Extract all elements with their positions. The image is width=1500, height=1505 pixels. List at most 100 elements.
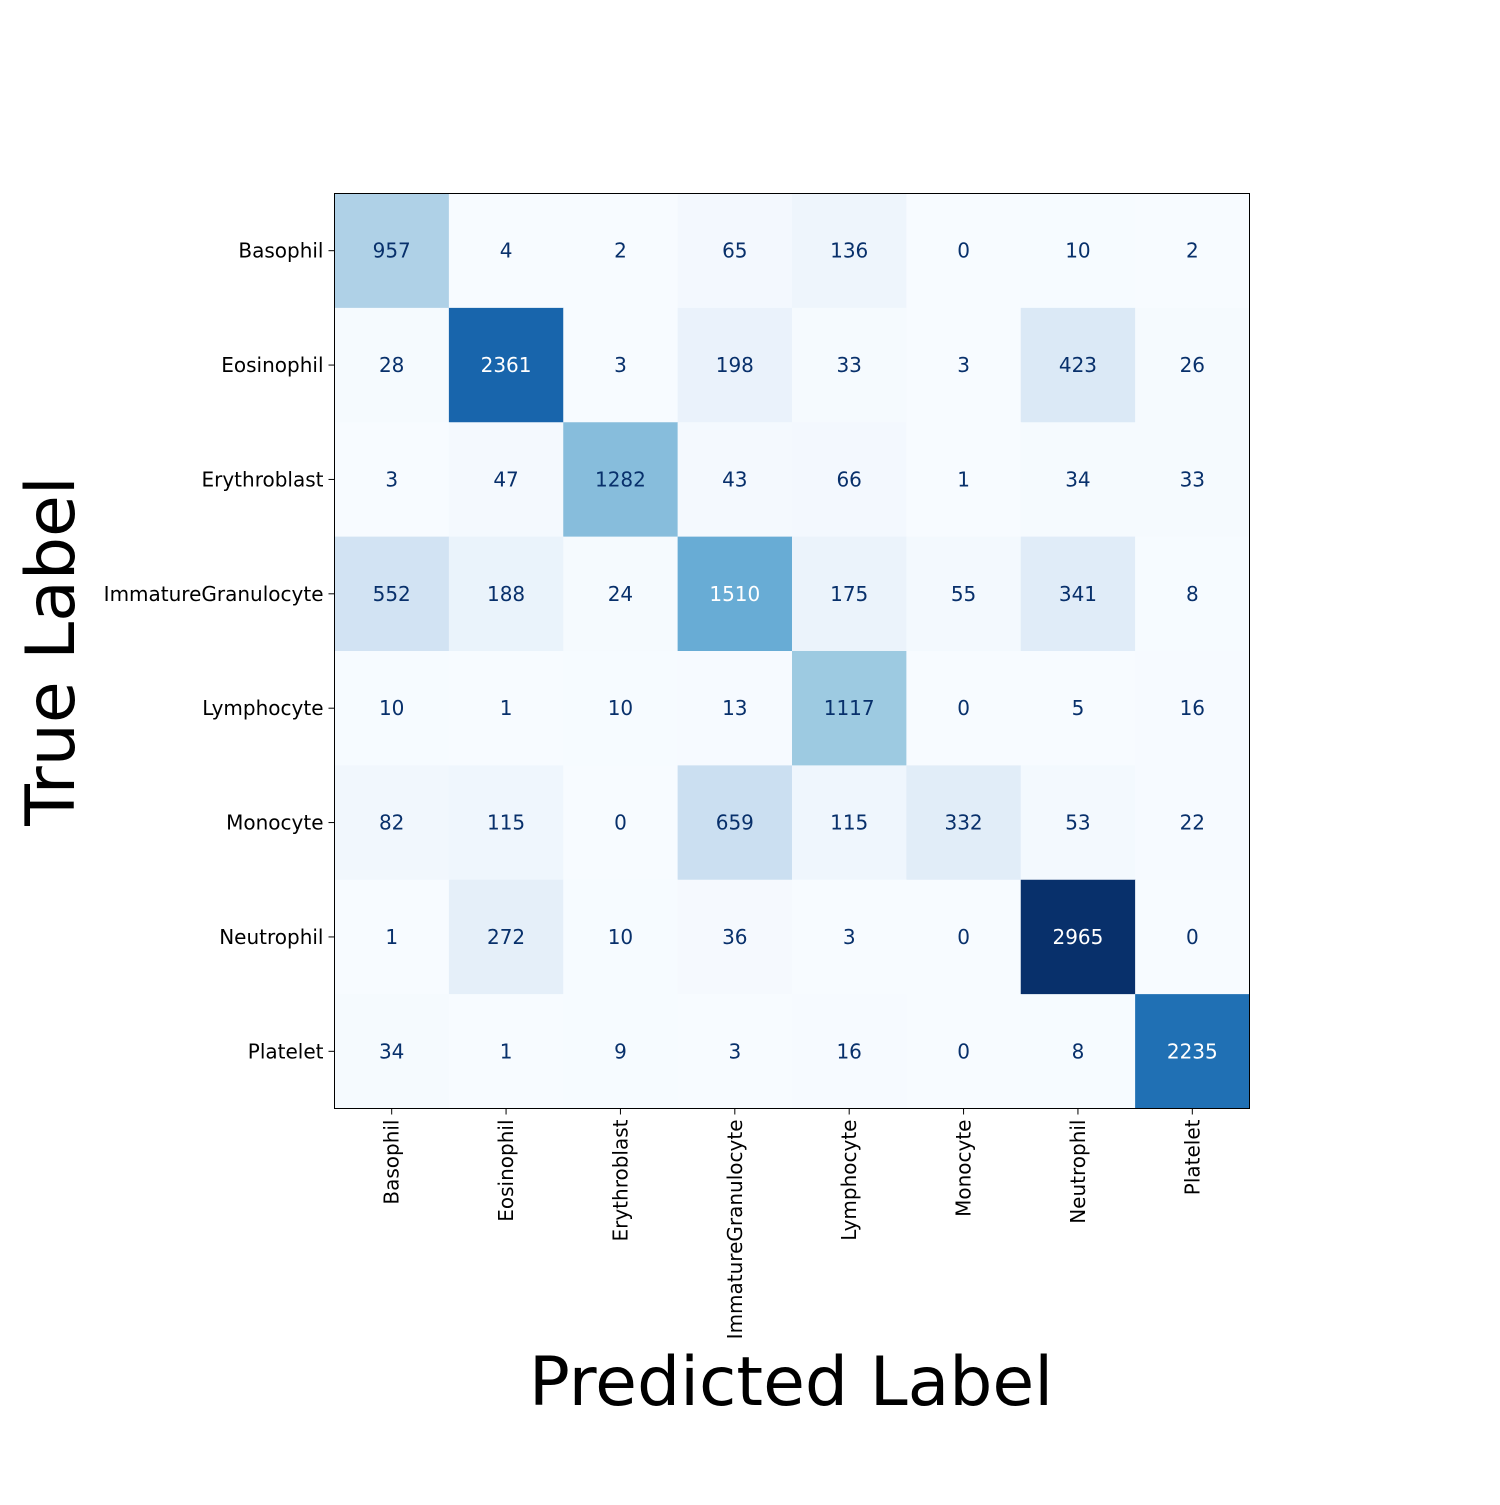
cell-value-label: 10 [608, 696, 633, 720]
heatmap-cell [448, 422, 564, 538]
cell-value-label: 82 [379, 811, 404, 835]
cell-value-label: 1 [385, 925, 398, 949]
heatmap-cell [563, 422, 679, 538]
heatmap-cell [1020, 651, 1136, 766]
heatmap-cell [448, 536, 564, 652]
heatmap-cell [1020, 879, 1136, 995]
cell-value-label: 1 [957, 467, 970, 491]
cell-value-label: 2 [1186, 239, 1199, 263]
cell-value-label: 332 [944, 811, 982, 835]
heatmap-cell [792, 765, 907, 881]
cell-value-label: 66 [836, 467, 861, 491]
cell-value-label: 2361 [481, 353, 532, 377]
heatmap-cell [677, 307, 793, 423]
cell-value-label: 0 [1186, 925, 1199, 949]
heatmap-cell [1135, 651, 1250, 766]
cell-value-label: 341 [1059, 582, 1097, 606]
y-tick-label: Eosinophil [221, 353, 323, 377]
heatmap-cell [1020, 193, 1136, 309]
heatmap-cell [448, 879, 564, 995]
cell-value-label: 198 [716, 353, 754, 377]
heatmap-cell [334, 536, 450, 652]
heatmap-cell [792, 536, 907, 652]
cell-value-label: 1117 [824, 696, 875, 720]
cell-value-label: 3 [728, 1039, 741, 1063]
x-axis-ticks: Basophil Eosinophil Erythroblast ImmatureGr… [380, 1108, 1204, 1340]
cell-value-label: 33 [1180, 467, 1205, 491]
cell-value-label: 36 [722, 925, 747, 949]
cell-value-label: 3 [843, 925, 856, 949]
x-tick-label: Erythroblast [608, 1119, 632, 1241]
heatmap-cell [792, 879, 907, 995]
heatmap-cell [448, 307, 564, 423]
x-tick-label: Neutrophil [1066, 1120, 1090, 1224]
heatmap-cell [677, 765, 793, 881]
cell-value-label: 1510 [709, 582, 760, 606]
cell-value-label: 3 [614, 353, 627, 377]
cell-value-label: 0 [957, 239, 970, 263]
heatmap-cell [792, 651, 907, 766]
heatmap-cell [906, 422, 1022, 538]
cell-value-label: 115 [487, 811, 525, 835]
heatmap-cell [1135, 422, 1250, 538]
x-tick-label: ImmatureGranulocyte [723, 1120, 747, 1340]
heatmap-cell [792, 193, 907, 309]
cell-value-label: 34 [1065, 467, 1090, 491]
heatmap-cell [448, 193, 564, 309]
cell-value-label: 1 [500, 696, 513, 720]
heatmap-cell [906, 765, 1022, 881]
heatmap-cell [334, 193, 450, 309]
heatmap-cell [906, 193, 1022, 309]
heatmap-cell [334, 879, 450, 995]
heatmap-cell [1020, 307, 1136, 423]
heatmap-cell [334, 765, 450, 881]
heatmap-cell [1020, 536, 1136, 652]
cell-value-label: 33 [836, 353, 861, 377]
cell-value-label: 0 [957, 925, 970, 949]
x-tick-label: Lymphocyte [837, 1120, 861, 1241]
cell-value-label: 0 [957, 696, 970, 720]
heatmap-cell [563, 193, 679, 309]
cell-value-label: 10 [379, 696, 404, 720]
cell-value-label: 22 [1180, 811, 1205, 835]
heatmap-cell [792, 994, 907, 1109]
heatmap-cell [448, 651, 564, 766]
cell-value-label: 53 [1065, 811, 1090, 835]
cell-value-label: 16 [836, 1039, 861, 1063]
heatmap-cell [677, 422, 793, 538]
heatmap-cell [334, 422, 450, 538]
y-axis-ticks: Basophil Eosinophil Erythroblast ImmatureGr… [104, 239, 335, 1063]
heatmap-cell [563, 651, 679, 766]
cell-value-label: 26 [1180, 353, 1205, 377]
cell-value-label: 1 [500, 1039, 513, 1063]
x-tick-label: Eosinophil [494, 1120, 518, 1222]
heatmap-cell [1020, 994, 1136, 1109]
cell-value-label: 957 [373, 239, 411, 263]
cell-value-label: 0 [957, 1039, 970, 1063]
cell-value-label: 24 [608, 582, 633, 606]
cell-value-label: 8 [1186, 582, 1199, 606]
heatmap-cell [792, 422, 907, 538]
cell-value-label: 2 [614, 239, 627, 263]
cell-value-label: 43 [722, 467, 747, 491]
y-tick-label: Erythroblast [201, 467, 323, 491]
cell-value-label: 136 [830, 239, 868, 263]
plot-frame [334, 193, 1250, 1109]
heatmap-cell [1135, 536, 1250, 652]
heatmap-cell [448, 994, 564, 1109]
heatmap-cell [1135, 307, 1250, 423]
y-tick-label: Neutrophil [219, 925, 323, 949]
heatmap-cell [1135, 193, 1250, 309]
cell-value-label: 5 [1072, 696, 1085, 720]
y-tick-label: Platelet [248, 1039, 324, 1063]
cell-value-label: 2965 [1052, 925, 1103, 949]
heatmap-cell [906, 536, 1022, 652]
heatmap-cell [792, 307, 907, 423]
heatmap-cell [334, 651, 450, 766]
y-tick-label: Lymphocyte [202, 696, 323, 720]
heatmap-cell [677, 193, 793, 309]
cell-value-label: 8 [1072, 1039, 1085, 1063]
cell-value-label: 34 [379, 1039, 404, 1063]
y-tick-label: Monocyte [226, 811, 323, 835]
